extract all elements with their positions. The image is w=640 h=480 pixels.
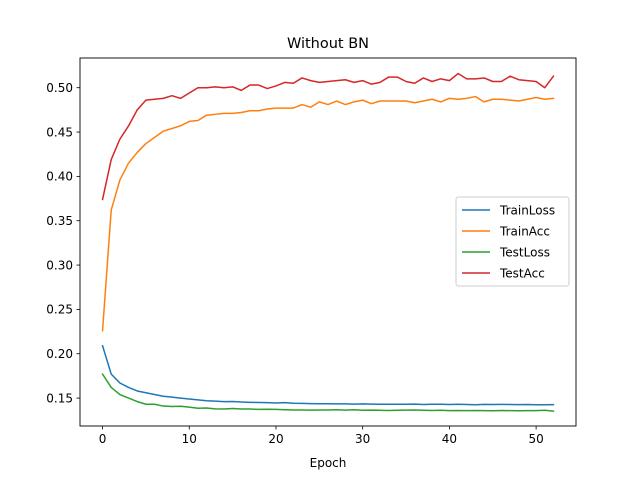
x-tick-label: 30 <box>355 432 370 446</box>
y-axis: 0.15 0.20 0.25 0.30 0.35 0.40 0.45 0.50 <box>46 81 80 405</box>
series-line-trainloss <box>101 344 555 406</box>
x-tick-label: 0 <box>99 432 107 446</box>
x-tick-label: 40 <box>442 432 457 446</box>
legend-label-trainloss: TrainLoss <box>499 203 555 217</box>
y-tick-label: 0.15 <box>46 391 73 405</box>
x-tick-label: 50 <box>528 432 543 446</box>
legend-box <box>455 196 570 287</box>
y-tick-label: 0.35 <box>46 214 73 228</box>
series-line-testacc <box>101 72 555 201</box>
y-tick-label: 0.45 <box>46 125 73 139</box>
x-tick-label: 20 <box>268 432 283 446</box>
y-tick-label: 0.50 <box>46 81 73 95</box>
legend-label-testacc: TestAcc <box>499 266 545 280</box>
legend-label-testloss: TestLoss <box>499 245 550 259</box>
chart-title: Without BN <box>287 36 369 52</box>
y-tick-label: 0.20 <box>46 347 73 361</box>
series-line-testloss <box>101 373 555 413</box>
series-lines <box>101 72 555 413</box>
y-tick-label: 0.25 <box>46 303 73 317</box>
x-axis: 0 10 20 30 40 50 <box>99 426 544 446</box>
x-axis-label: Epoch <box>310 456 347 470</box>
plot-frame <box>79 57 577 427</box>
x-tick-label: 10 <box>182 432 197 446</box>
legend: TrainLoss TrainAcc TestLoss TestAcc <box>455 196 570 287</box>
y-tick-label: 0.40 <box>46 170 73 184</box>
legend-label-trainacc: TrainAcc <box>499 224 550 238</box>
y-tick-label: 0.30 <box>46 258 73 272</box>
series-line-trainacc <box>101 95 555 332</box>
